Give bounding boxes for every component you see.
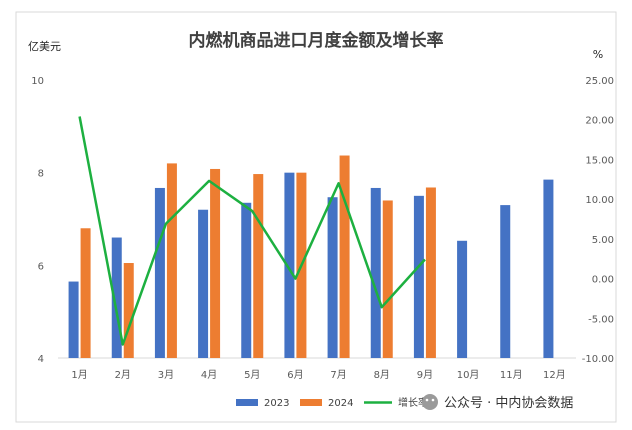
bar-2024-2月 xyxy=(123,263,134,358)
bar-2023-2月 xyxy=(111,237,122,358)
line-series-group xyxy=(78,116,426,346)
bar-2023-7月 xyxy=(327,197,338,358)
y-right-tick-label: 15.00 xyxy=(585,155,614,166)
x-tick-label: 9月 xyxy=(417,369,433,381)
y-axis-right-unit: % xyxy=(593,48,603,61)
x-tick-label: 8月 xyxy=(374,369,390,381)
bar-series-group xyxy=(68,155,554,358)
x-tick-label: 7月 xyxy=(330,369,346,381)
legend-label-2024: 2024 xyxy=(328,398,353,409)
bar-2024-5月 xyxy=(253,174,264,358)
y-left-tick-label: 10 xyxy=(31,76,44,87)
x-tick-label: 12月 xyxy=(543,369,566,381)
bar-2023-11月 xyxy=(500,205,511,358)
watermark-text: 公众号 · 中内协会数据 xyxy=(444,395,573,411)
y-axis-left-ticks: 4 6 8 10 xyxy=(31,76,44,365)
y-right-tick-label: 5.00 xyxy=(592,235,614,246)
bar-2024-7月 xyxy=(339,155,350,358)
y-axis-left-unit: 亿美元 xyxy=(28,40,61,53)
bar-2024-8月 xyxy=(382,200,393,358)
bar-2024-3月 xyxy=(166,163,177,358)
bar-2023-12月 xyxy=(543,179,554,358)
legend-label-增长率: 增长率 xyxy=(398,396,428,409)
y-right-tick-label: 20.00 xyxy=(585,116,614,127)
x-tick-label: 10月 xyxy=(457,369,480,381)
y-left-tick-label: 6 xyxy=(38,261,44,272)
legend-swatch-2023 xyxy=(236,399,258,406)
x-tick-label: 5月 xyxy=(244,369,260,381)
y-right-tick-label: -5.00 xyxy=(588,314,614,325)
legend: 2023 2024 增长率 xyxy=(236,396,428,409)
legend-label-2023: 2023 xyxy=(264,398,289,409)
y-left-tick-label: 8 xyxy=(38,169,44,180)
bar-2024-1月 xyxy=(80,228,91,358)
bar-2023-3月 xyxy=(154,187,165,358)
wechat-icon-eye-right xyxy=(431,398,435,402)
bar-2023-9月 xyxy=(413,195,424,358)
bar-2023-8月 xyxy=(370,187,381,358)
y-right-tick-label: 10.00 xyxy=(585,195,614,206)
x-tick-label: 11月 xyxy=(500,369,523,381)
x-tick-label: 1月 xyxy=(71,369,87,381)
y-axis-right-ticks: -10.00 -5.00 0.00 5.00 10.00 15.00 20.00 25.00 xyxy=(582,76,614,365)
y-right-tick-label: 25.00 xyxy=(585,76,614,87)
x-tick-label: 2月 xyxy=(115,369,131,381)
bar-2023-5月 xyxy=(241,202,252,358)
x-tick-label: 4月 xyxy=(201,369,217,381)
legend-swatch-2024 xyxy=(300,399,322,406)
bar-2024-4月 xyxy=(210,168,221,358)
x-tick-label: 3月 xyxy=(158,369,174,381)
wechat-icon xyxy=(422,394,438,410)
bar-2023-1月 xyxy=(68,281,79,358)
x-axis-ticks: 1月 2月 3月 4月 5月 6月 7月 8月 9月 10月 11月 12月 xyxy=(71,369,565,381)
bar-2023-4月 xyxy=(198,209,209,358)
chart-border xyxy=(15,11,617,423)
chart-title: 内燃机商品进口月度金额及增长率 xyxy=(189,30,444,51)
wechat-icon-eye-left xyxy=(425,398,429,402)
x-tick-label: 6月 xyxy=(287,369,303,381)
watermark: 公众号 · 中内协会数据 xyxy=(422,394,573,411)
y-left-tick-label: 4 xyxy=(38,354,44,365)
y-right-tick-label: 0.00 xyxy=(592,275,614,286)
y-right-tick-label: -10.00 xyxy=(582,354,614,365)
bar-2023-6月 xyxy=(284,172,295,358)
bar-2024-9月 xyxy=(425,187,436,358)
bar-2023-10月 xyxy=(457,240,468,358)
